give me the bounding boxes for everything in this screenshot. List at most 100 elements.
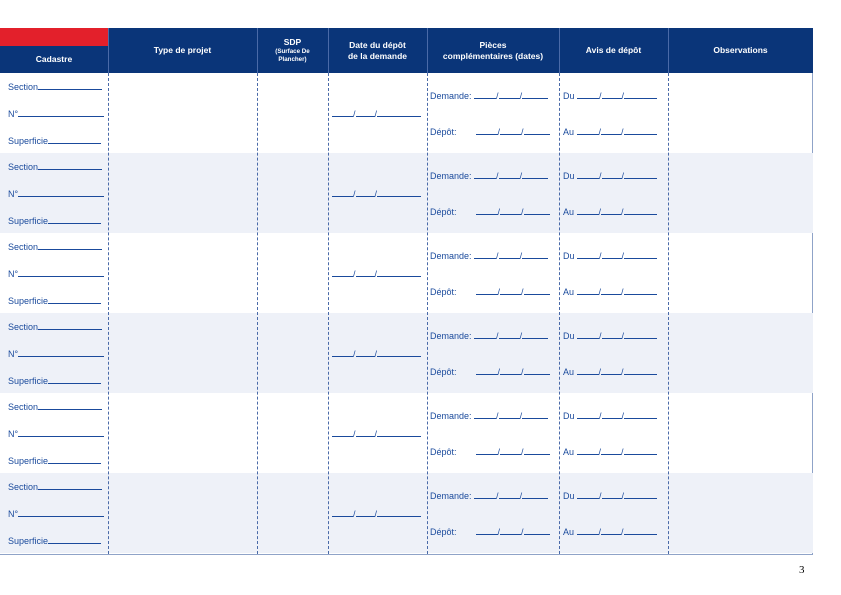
header-type-projet: Type de projet: [108, 28, 257, 73]
section-field[interactable]: Section: [8, 321, 103, 332]
numero-field[interactable]: N°: [8, 268, 105, 279]
header-sdp: SDP (Surface De Plancher): [257, 28, 328, 73]
au-label: Au: [563, 127, 575, 137]
numero-label: N°: [8, 189, 19, 199]
section-field[interactable]: Section: [8, 481, 103, 492]
avis-du-field[interactable]: Du / /: [563, 170, 658, 181]
date-depot-field[interactable]: / /: [332, 188, 422, 199]
superficie-field[interactable]: Superficie: [8, 455, 102, 466]
superficie-field[interactable]: Superficie: [8, 535, 102, 546]
header-date-depot: Date du dépôt de la demande: [328, 28, 427, 73]
date-depot-field[interactable]: / /: [332, 348, 422, 359]
section-field[interactable]: Section: [8, 241, 103, 252]
date-depot-field[interactable]: / /: [332, 428, 422, 439]
demande-field[interactable]: Demande: / /: [430, 90, 549, 101]
avis-au-field[interactable]: Au / /: [563, 526, 657, 537]
depot-label: Dépôt:: [430, 287, 457, 297]
table-row: Section N° Superficie / / Demande: / / Dépôt: / /…: [0, 73, 813, 153]
header-pieces-line1: Pièces: [479, 39, 507, 50]
depot-field[interactable]: Dépôt: / /: [430, 446, 550, 457]
header-cadastre-label: Cadastre: [35, 54, 73, 64]
header-observations: Observations: [668, 28, 813, 73]
numero-label: N°: [8, 429, 19, 439]
header-avis: Avis de dépôt: [559, 28, 668, 73]
column-divider: [559, 73, 560, 554]
table-row: Section N° Superficie / / Demande: / / Dépôt: / /…: [0, 313, 813, 393]
section-field[interactable]: Section: [8, 161, 103, 172]
avis-au-field[interactable]: Au / /: [563, 366, 657, 377]
avis-du-field[interactable]: Du / /: [563, 490, 658, 501]
header-avis-label: Avis de dépôt: [585, 45, 642, 55]
demande-field[interactable]: Demande: / /: [430, 490, 549, 501]
date-depot-field[interactable]: / /: [332, 268, 422, 279]
header-separator: [668, 28, 669, 73]
column-divider: [668, 73, 669, 554]
depot-field[interactable]: Dépôt: / /: [430, 286, 550, 297]
header-pieces-line2: complémentaires (dates): [442, 50, 544, 61]
numero-field[interactable]: N°: [8, 108, 105, 119]
superficie-field[interactable]: Superficie: [8, 375, 102, 386]
section-label: Section: [8, 242, 39, 252]
au-label: Au: [563, 207, 575, 217]
au-label: Au: [563, 367, 575, 377]
demande-label: Demande:: [430, 251, 472, 261]
section-field[interactable]: Section: [8, 401, 103, 412]
avis-au-field[interactable]: Au / /: [563, 446, 657, 457]
numero-label: N°: [8, 349, 19, 359]
cadastre-table: Cadastre Type de projet SDP (Surface De …: [0, 28, 813, 555]
header-separator: [328, 28, 329, 73]
avis-au-field[interactable]: Au / /: [563, 206, 657, 217]
page-number: 3: [799, 564, 805, 576]
avis-du-field[interactable]: Du / /: [563, 90, 658, 101]
superficie-label: Superficie: [8, 456, 49, 466]
header-observations-label: Observations: [713, 45, 768, 55]
du-label: Du: [563, 171, 575, 181]
section-label: Section: [8, 322, 39, 332]
header-separator: [427, 28, 428, 73]
superficie-field[interactable]: Superficie: [8, 215, 102, 226]
demande-label: Demande:: [430, 171, 472, 181]
demande-label: Demande:: [430, 491, 472, 501]
header-sdp-label: SDP: [283, 37, 302, 47]
avis-du-field[interactable]: Du / /: [563, 330, 658, 341]
depot-field[interactable]: Dépôt: / /: [430, 206, 550, 217]
depot-label: Dépôt:: [430, 527, 457, 537]
demande-field[interactable]: Demande: / /: [430, 410, 549, 421]
date-depot-field[interactable]: / /: [332, 108, 422, 119]
header-cadastre: Cadastre: [0, 28, 108, 73]
numero-field[interactable]: N°: [8, 508, 105, 519]
table-row: Section N° Superficie / / Demande: / / Dépôt: / /…: [0, 473, 813, 553]
date-depot-field[interactable]: / /: [332, 508, 422, 519]
table-row: Section N° Superficie / / Demande: / / Dépôt: / /…: [0, 393, 813, 473]
demande-field[interactable]: Demande: / /: [430, 330, 549, 341]
depot-label: Dépôt:: [430, 367, 457, 377]
section-label: Section: [8, 402, 39, 412]
superficie-label: Superficie: [8, 296, 49, 306]
section-field[interactable]: Section: [8, 81, 103, 92]
header-date-depot-line1: Date du dépôt: [349, 39, 406, 50]
table-row: Section N° Superficie / / Demande: / / Dépôt: / /…: [0, 153, 813, 233]
numero-label: N°: [8, 509, 19, 519]
depot-label: Dépôt:: [430, 447, 457, 457]
table-row: Section N° Superficie / / Demande: / / Dépôt: / /…: [0, 233, 813, 313]
superficie-field[interactable]: Superficie: [8, 295, 102, 306]
numero-field[interactable]: N°: [8, 348, 105, 359]
avis-au-field[interactable]: Au / /: [563, 126, 657, 137]
avis-du-field[interactable]: Du / /: [563, 410, 658, 421]
avis-au-field[interactable]: Au / /: [563, 286, 657, 297]
du-label: Du: [563, 251, 575, 261]
depot-field[interactable]: Dépôt: / /: [430, 366, 550, 377]
superficie-field[interactable]: Superficie: [8, 135, 102, 146]
header-separator: [108, 28, 109, 73]
demande-field[interactable]: Demande: / /: [430, 170, 549, 181]
header-type-projet-label: Type de projet: [153, 45, 212, 55]
demande-field[interactable]: Demande: / /: [430, 250, 549, 261]
column-divider: [427, 73, 428, 554]
depot-field[interactable]: Dépôt: / /: [430, 126, 550, 137]
avis-du-field[interactable]: Du / /: [563, 250, 658, 261]
depot-field[interactable]: Dépôt: / /: [430, 526, 550, 537]
header-date-depot-line2: de la demande: [347, 50, 408, 61]
superficie-label: Superficie: [8, 136, 49, 146]
numero-field[interactable]: N°: [8, 188, 105, 199]
numero-field[interactable]: N°: [8, 428, 105, 439]
